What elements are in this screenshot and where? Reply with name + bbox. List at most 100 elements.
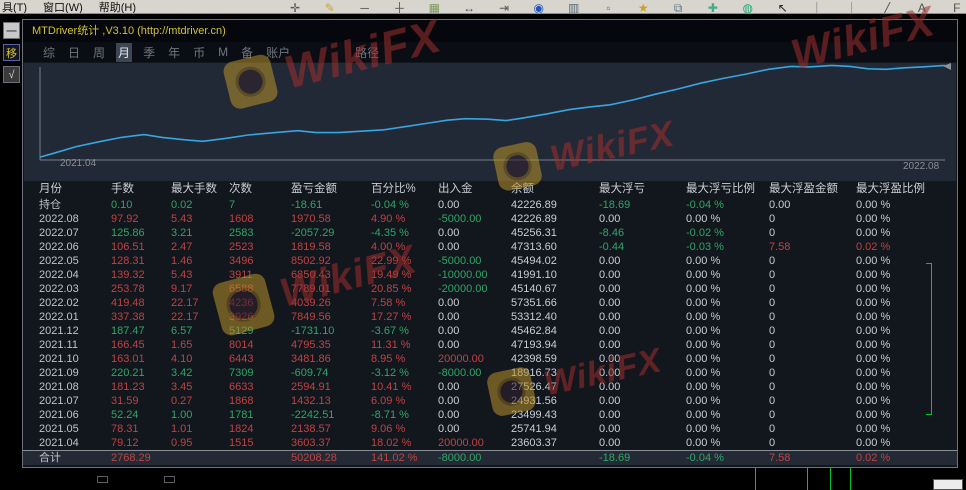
app-menubar: 具(T) 窗口(W) 帮助(H) ✛ ✎ ─ ┼ ▦ ↔ ⇥ ◉ ▥ ▫ ★ ⧉ ✚ ◍ ↖ │ │ ╱ A F xyxy=(0,0,966,14)
table-cell: -0.03 % xyxy=(686,241,724,253)
table-row: 2021.04 79.12 0.95 1515 3603.37 18.02 % 20000.… xyxy=(23,436,957,450)
table-row: 2021.12 187.47 6.57 5129 -1731.10 -3.67 % 0.00… xyxy=(23,324,957,338)
table-cell: 419.48 xyxy=(111,297,145,309)
x-axis-end-label: 2022.08 xyxy=(903,161,940,172)
tab-年[interactable]: 年 xyxy=(168,45,181,60)
table-cell: 18916.73 xyxy=(511,367,557,379)
table-cell: 23499.43 xyxy=(511,409,557,421)
tab-季[interactable]: 季 xyxy=(143,45,156,60)
table-cell: 47313.60 xyxy=(511,241,557,253)
table-cell: 0 xyxy=(769,283,776,295)
tab-综[interactable]: 综 xyxy=(43,45,56,60)
table-cell: 0.00 % xyxy=(856,381,891,393)
table-cell: 3496 xyxy=(229,255,254,267)
table-cell: 25741.94 xyxy=(511,423,557,435)
table-cell: 4236 xyxy=(229,297,254,309)
table-cell: 0.00 xyxy=(438,395,460,407)
table-cell: 0.00 % xyxy=(856,367,891,379)
globe-icon[interactable]: ◉ xyxy=(533,2,545,14)
tab-账户[interactable]: 账户 xyxy=(266,45,291,60)
table-cell: 0.00 xyxy=(599,423,621,435)
stats-table: 月份 手数 最大手数 次数 盈亏金额 百分比% 出入金 余额 最大浮亏 最大浮亏比例 最大浮盈金额 最… xyxy=(23,181,957,465)
table-cell: 42398.59 xyxy=(511,353,557,365)
table-cell: 2022.05 xyxy=(39,255,79,267)
add-icon[interactable]: ✚ xyxy=(707,2,718,14)
table-cell: 52.24 xyxy=(111,409,139,421)
table-row: 2021.10 163.01 4.10 6443 3481.86 8.95 % 20000.… xyxy=(23,352,957,366)
table-cell: 1970.58 xyxy=(291,213,331,225)
check-button[interactable]: √ xyxy=(3,66,20,83)
menu-item-window[interactable]: 窗口(W) xyxy=(43,1,83,14)
table-cell: 0.00 xyxy=(599,367,621,379)
trendline-icon[interactable]: ╱ xyxy=(883,2,891,14)
fibonacci-icon[interactable]: F xyxy=(953,2,961,14)
table-cell: 4039.26 xyxy=(291,297,331,309)
table-cell: 2768.29 xyxy=(111,452,151,464)
table-cell: 11.31 % xyxy=(371,339,411,351)
table-cell: 7 xyxy=(229,199,236,211)
table-cell: 5.43 xyxy=(171,269,193,281)
menu-item-tools[interactable]: 具(T) xyxy=(2,1,28,14)
move-button[interactable]: 移 xyxy=(3,44,20,61)
table-cell: -3.12 % xyxy=(371,367,409,379)
table-cell: 6443 xyxy=(229,353,254,365)
chart-template-icon[interactable]: ▥ xyxy=(567,2,580,14)
new-window-icon[interactable]: ▫ xyxy=(606,2,611,14)
table-row: 持仓 0.10 0.02 7 -18.61 -0.04 % 0.00 42226.89 -18.… xyxy=(23,198,957,212)
record-icon[interactable]: ◍ xyxy=(742,2,753,14)
table-cell: -2057.29 xyxy=(291,227,335,239)
table-cell: 2021.12 xyxy=(39,325,79,337)
table-cell: 6588 xyxy=(229,283,254,295)
tab-月[interactable]: 月 xyxy=(116,42,133,62)
table-cell: 6850.43 xyxy=(291,269,331,281)
vline-tool-icon[interactable]: ┼ xyxy=(395,2,404,14)
table-cell: 0.00 % xyxy=(686,367,721,379)
table-cell: -4.35 % xyxy=(371,227,409,239)
collapse-button[interactable]: 一 xyxy=(3,22,20,39)
table-cell: -0.04 % xyxy=(371,199,409,211)
separator-bar[interactable]: │ xyxy=(813,2,822,14)
table-cell: 0 xyxy=(769,311,776,323)
tab-M[interactable]: M xyxy=(218,45,229,59)
tab-日[interactable]: 日 xyxy=(68,45,81,60)
table-cell: 41991.10 xyxy=(511,269,557,281)
grid-icon[interactable]: ▦ xyxy=(428,2,440,14)
equity-chart: 2021.04 2022.08 xyxy=(24,63,956,181)
hline-tool-icon[interactable]: ─ xyxy=(360,2,369,14)
table-cell: 0.00 xyxy=(599,381,621,393)
crosshair-icon[interactable]: ✛ xyxy=(289,2,301,14)
table-cell: 45494.02 xyxy=(511,255,557,267)
tab-备[interactable]: 备 xyxy=(241,45,254,60)
separator-bar[interactable]: │ xyxy=(848,2,857,14)
table-cell: 2021.06 xyxy=(39,409,79,421)
tab-币[interactable]: 币 xyxy=(193,45,206,60)
table-cell: 0.00 % xyxy=(856,269,891,281)
table-cell: 0.00 xyxy=(438,241,460,253)
star-icon[interactable]: ★ xyxy=(637,2,649,14)
table-cell: -18.69 xyxy=(599,199,631,211)
table-cell: 0.00 xyxy=(438,325,460,337)
table-cell: 10.41 % xyxy=(371,381,412,393)
table-row: 2021.06 52.24 1.00 1781 -2242.51 -8.71 % 0.00 2… xyxy=(23,408,957,422)
tab-周[interactable]: 周 xyxy=(93,45,106,60)
table-cell: 0.00 % xyxy=(686,213,721,225)
cursor-icon[interactable]: ↖ xyxy=(777,2,788,14)
window-title: MTDriver统计 ,V3.10 (http://mtdriver.cn) xyxy=(23,20,957,42)
table-cell: 0.00 % xyxy=(856,339,891,351)
tab-路径[interactable]: 路径 xyxy=(355,45,380,60)
shift-chart-icon[interactable]: ⇥ xyxy=(498,2,509,14)
table-cell: 0.27 xyxy=(171,395,193,407)
menu-item-help[interactable]: 帮助(H) xyxy=(98,1,137,14)
table-cell: 0.00 xyxy=(599,353,621,365)
table-cell: 0 xyxy=(769,297,776,309)
table-cell: 2138.57 xyxy=(291,423,331,435)
window-tile-icon[interactable]: ⧉ xyxy=(673,2,683,14)
table-cell: 1608 xyxy=(229,213,254,225)
expand-horizontal-icon[interactable]: ↔ xyxy=(463,2,476,14)
table-cell: 0.00 % xyxy=(686,395,721,407)
table-cell: 0.00 xyxy=(438,381,460,393)
background-grid-line xyxy=(807,467,808,490)
text-tool-icon[interactable]: A xyxy=(917,2,926,14)
table-cell: 0.00 % xyxy=(686,353,721,365)
pencil-icon[interactable]: ✎ xyxy=(324,2,335,14)
